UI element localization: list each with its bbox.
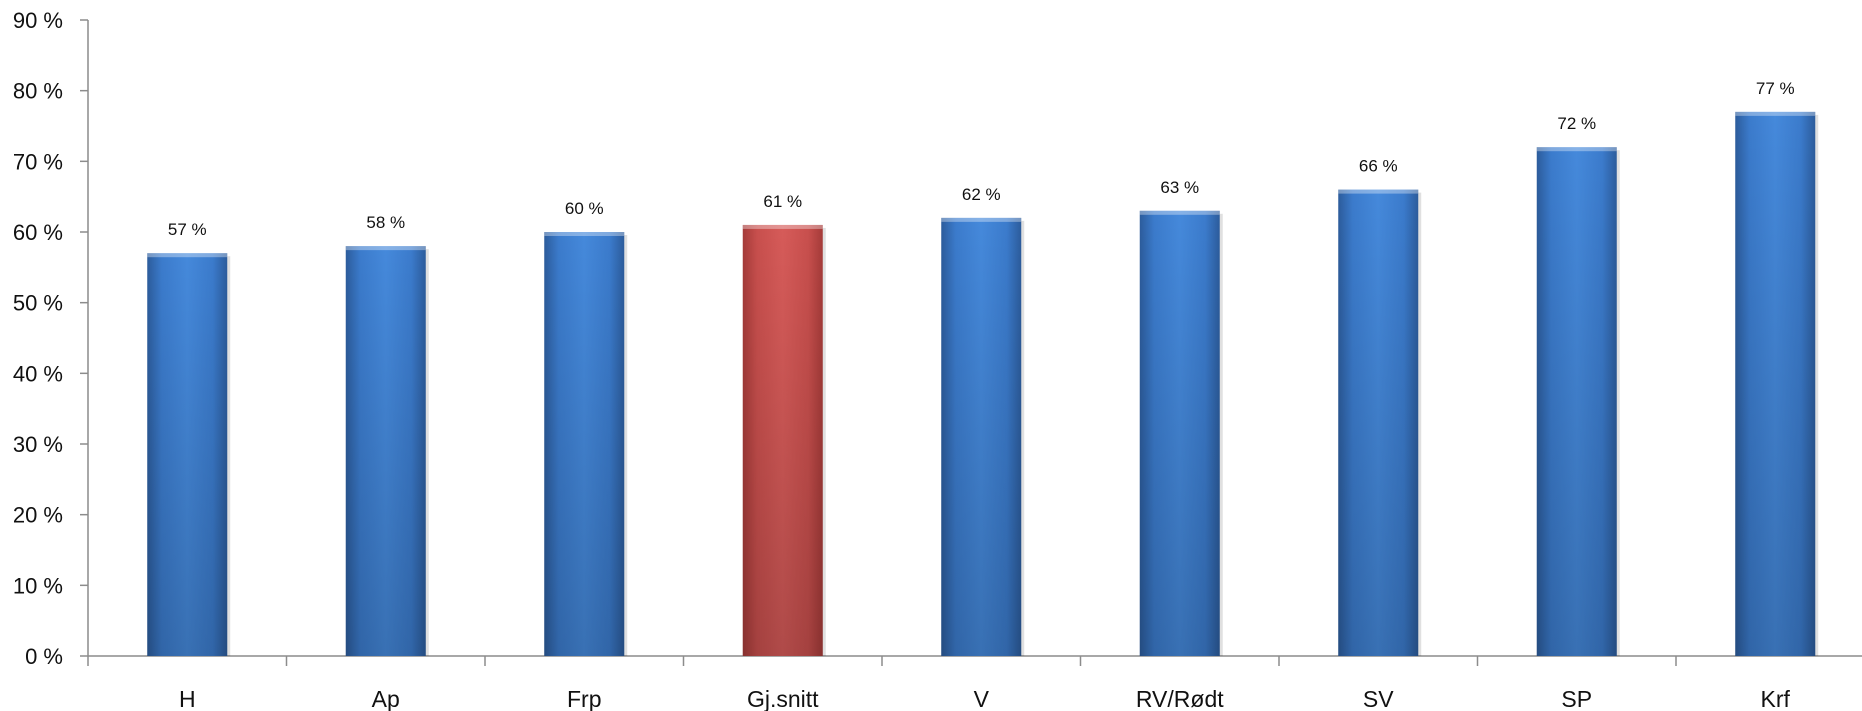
bar-gj-snitt — [742, 224, 826, 656]
bar-shade — [544, 232, 625, 656]
bar-top-bevel — [147, 253, 228, 258]
bar-krf — [1735, 111, 1819, 656]
bar-shade — [147, 253, 228, 656]
bar-ap — [345, 246, 429, 656]
category-labels: H Ap Frp Gj.snitt V RV/Rødt SV SP Krf — [179, 686, 1791, 711]
data-label: 61 % — [763, 192, 802, 211]
y-tick-label: 10 % — [13, 573, 63, 598]
bar-shade — [345, 246, 426, 656]
bar-top-bevel — [742, 224, 823, 229]
y-tick-label: 90 % — [13, 8, 63, 33]
x-tick-label: Krf — [1761, 686, 1791, 711]
y-tick-label: 60 % — [13, 220, 63, 245]
bar-shade — [742, 224, 823, 656]
y-tick-label: 80 % — [13, 79, 63, 104]
y-axis: 0 % 10 % 20 % 30 % 40 % 50 % 60 % 70 % 80 % 90 % — [13, 8, 89, 669]
data-labels: 57 % 58 % 60 % 61 % 62 % 63 % 66 % 72 % 77 % — [168, 79, 1795, 239]
bar-top-bevel — [1735, 111, 1816, 116]
x-tick-label: RV/Rødt — [1136, 686, 1224, 711]
bar-v — [941, 217, 1025, 656]
bar-top-bevel — [941, 217, 1022, 222]
y-tick-label: 20 % — [13, 503, 63, 528]
x-tick-label: SV — [1363, 686, 1394, 711]
data-label: 62 % — [962, 185, 1001, 204]
bar-shade — [1735, 111, 1816, 656]
bar-top-bevel — [1536, 147, 1617, 152]
bar-top-bevel — [1338, 189, 1419, 194]
x-tick-label: SP — [1561, 686, 1592, 711]
bar-sv — [1338, 189, 1422, 656]
bar-top-bevel — [1139, 210, 1220, 215]
y-tick-label: 30 % — [13, 432, 63, 457]
bar-shade — [1338, 189, 1419, 656]
x-axis — [87, 655, 1862, 666]
x-tick-label: H — [179, 686, 196, 711]
y-tick-label: 40 % — [13, 361, 63, 386]
bar-h — [147, 253, 231, 656]
bar-shade — [941, 217, 1022, 656]
data-label: 72 % — [1557, 114, 1596, 133]
bar-sp — [1536, 147, 1620, 656]
bar-top-bevel — [544, 232, 625, 236]
data-label: 57 % — [168, 220, 207, 239]
data-label: 58 % — [366, 213, 405, 232]
x-tick-label: Ap — [372, 686, 400, 711]
data-label: 63 % — [1160, 178, 1199, 197]
bar-frp — [544, 232, 628, 656]
x-tick-label: Frp — [567, 686, 602, 711]
bar-rv-rødt — [1139, 210, 1223, 657]
y-tick-label: 50 % — [13, 291, 63, 316]
y-tick-label: 0 % — [25, 644, 63, 669]
x-tick-label: V — [974, 686, 990, 711]
data-label: 66 % — [1359, 157, 1398, 176]
data-label: 77 % — [1756, 79, 1795, 98]
x-tick-label: Gj.snitt — [747, 686, 819, 711]
bar-top-bevel — [345, 246, 426, 251]
bars — [147, 111, 1819, 657]
y-tick-label: 70 % — [13, 149, 63, 174]
bar-shade — [1139, 210, 1220, 657]
bar-shade — [1536, 147, 1617, 656]
data-label: 60 % — [565, 199, 604, 218]
